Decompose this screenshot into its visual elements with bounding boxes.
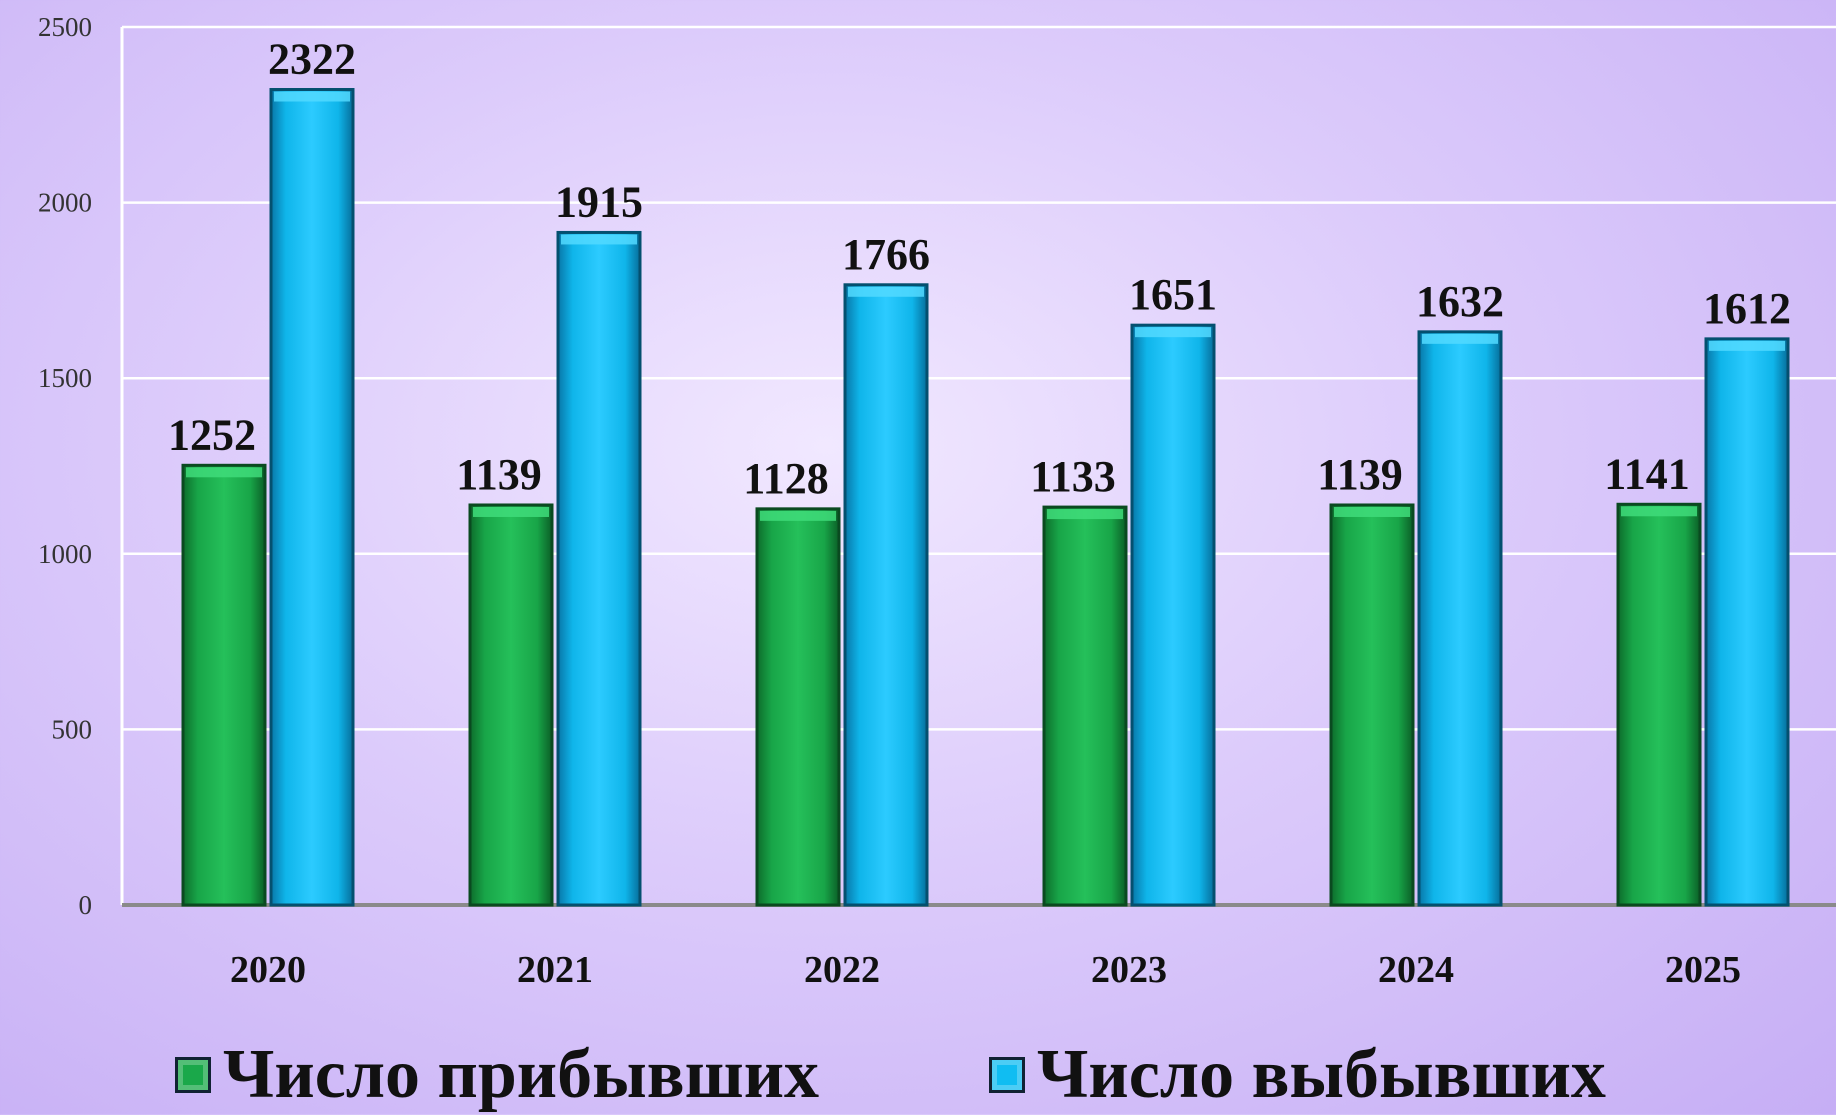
x-tick-label: 2023 (1091, 949, 1167, 991)
data-label: 1766 (842, 230, 930, 279)
y-axis-ticks: 0 500 1000 1500 2000 2500 (38, 12, 92, 920)
y-tick-label: 1000 (38, 539, 92, 569)
bar-departed-2024 (1417, 330, 1503, 907)
x-tick-label: 2021 (517, 949, 593, 991)
x-tick-label: 2020 (230, 949, 306, 991)
data-label: 1651 (1129, 270, 1217, 319)
bar-bevel (1709, 340, 1785, 351)
bar-departed-2022 (843, 283, 929, 907)
x-tick-label: 2022 (804, 949, 880, 991)
bar-bevel (473, 506, 549, 517)
data-label: 1139 (1317, 450, 1403, 499)
data-label: 1632 (1416, 277, 1504, 326)
bar-body (1417, 330, 1503, 907)
y-tick-label: 2500 (38, 12, 92, 42)
y-tick-label: 2000 (38, 188, 92, 218)
bar-body (1130, 323, 1216, 907)
bar-body (1704, 337, 1790, 907)
bar-bevel (1047, 509, 1123, 520)
bar-arrived-2025 (1616, 502, 1702, 907)
data-label: 1141 (1604, 449, 1690, 498)
legend-item-arrived: Число прибывших (175, 1035, 819, 1115)
bar-arrived-2024 (1329, 503, 1415, 907)
bars: 1252 2322 1139 1915 1128 1766 1133 1651 1139 1632… (168, 35, 1791, 907)
bar-body (556, 230, 642, 907)
data-label: 2322 (268, 35, 356, 84)
bar-departed-2025 (1704, 337, 1790, 907)
bar-bevel (1621, 506, 1697, 517)
bar-bevel (848, 286, 924, 297)
data-label: 1252 (168, 410, 256, 459)
bar-departed-2020 (269, 88, 355, 907)
legend-swatch-departed (989, 1057, 1026, 1093)
bar-bevel (760, 510, 836, 521)
bar-bevel (1334, 506, 1410, 517)
bar-body (468, 503, 554, 907)
data-label: 1612 (1703, 284, 1791, 333)
bar-bevel (274, 91, 350, 102)
bar-bevel (1135, 327, 1211, 338)
bar-bevel (1422, 333, 1498, 344)
y-tick-label: 1500 (38, 363, 92, 393)
y-tick-label: 500 (52, 714, 93, 744)
data-label: 1128 (743, 454, 829, 503)
bar-body (1329, 503, 1415, 907)
data-label: 1139 (456, 450, 542, 499)
bar-bevel (561, 234, 637, 245)
bar-body (181, 463, 267, 907)
x-tick-label: 2025 (1665, 949, 1741, 991)
y-tick-label: 0 (79, 890, 93, 920)
data-label: 1915 (555, 177, 643, 226)
legend-swatch-arrived (175, 1057, 211, 1093)
legend-label-arrived: Число прибывших (223, 1036, 820, 1113)
gridlines (122, 25, 1836, 731)
bar-chart: 0 500 1000 1500 2000 2500 1252 2322 1139 1915 112… (38, 12, 1836, 991)
bar-departed-2021 (556, 230, 642, 907)
legend: Число прибывших Число выбывших (175, 1035, 1776, 1115)
bar-bevel (186, 467, 262, 478)
bar-body (1042, 505, 1128, 907)
bar-arrived-2020 (181, 463, 267, 907)
bar-body (269, 88, 355, 907)
bar-arrived-2023 (1042, 505, 1128, 907)
x-tick-label: 2024 (1378, 949, 1454, 991)
bar-arrived-2021 (468, 503, 554, 907)
bar-body (755, 507, 841, 907)
legend-label-departed: Число выбывших (1037, 1036, 1606, 1113)
data-label: 1133 (1030, 452, 1116, 501)
bar-body (1616, 502, 1702, 907)
bar-departed-2023 (1130, 323, 1216, 907)
x-axis-labels: 2020 2021 2022 2023 2024 2025 (230, 949, 1741, 991)
legend-item-departed: Число выбывших (989, 1035, 1606, 1115)
bar-arrived-2022 (755, 507, 841, 907)
bar-body (843, 283, 929, 907)
